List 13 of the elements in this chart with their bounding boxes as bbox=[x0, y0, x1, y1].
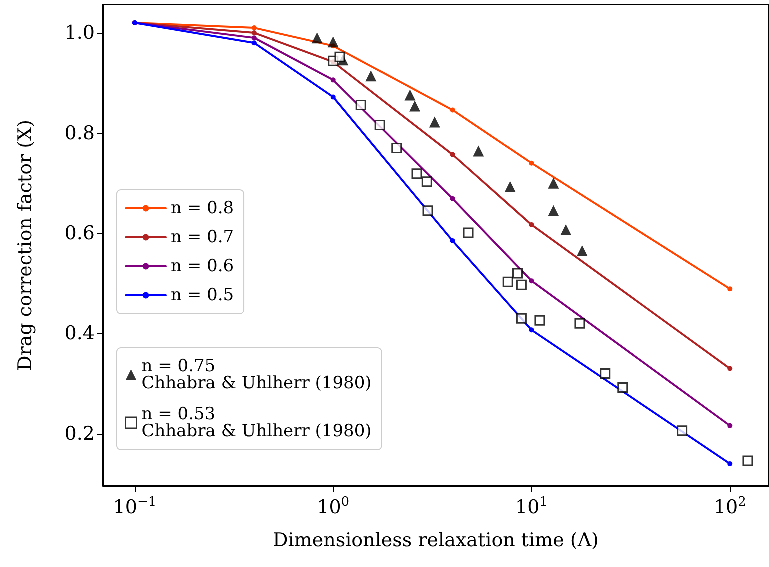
y-tick-label: 0.6 bbox=[64, 222, 95, 244]
y-tick-label: 0.8 bbox=[64, 122, 95, 144]
legend-label: n = 0.6 bbox=[171, 256, 234, 276]
y-tick-label: 0.2 bbox=[64, 422, 95, 445]
legend-label: n = 0.8 bbox=[171, 198, 234, 218]
y-tick-label: 0.4 bbox=[64, 322, 95, 345]
legend-label: n = 0.53 Chhabra & Uhlherr (1980) bbox=[142, 404, 372, 442]
y-tick-label: 1.0 bbox=[64, 22, 95, 44]
x-axis-title: Dimensionless relaxation time (Λ) bbox=[273, 530, 599, 552]
legend-label: n = 0.5 bbox=[171, 286, 234, 306]
legend-label: n = 0.7 bbox=[171, 228, 234, 248]
y-axis-title: Drag correction factor (X) bbox=[14, 120, 36, 371]
legend-label: n = 0.75 Chhabra & Uhlherr (1980) bbox=[142, 356, 372, 394]
